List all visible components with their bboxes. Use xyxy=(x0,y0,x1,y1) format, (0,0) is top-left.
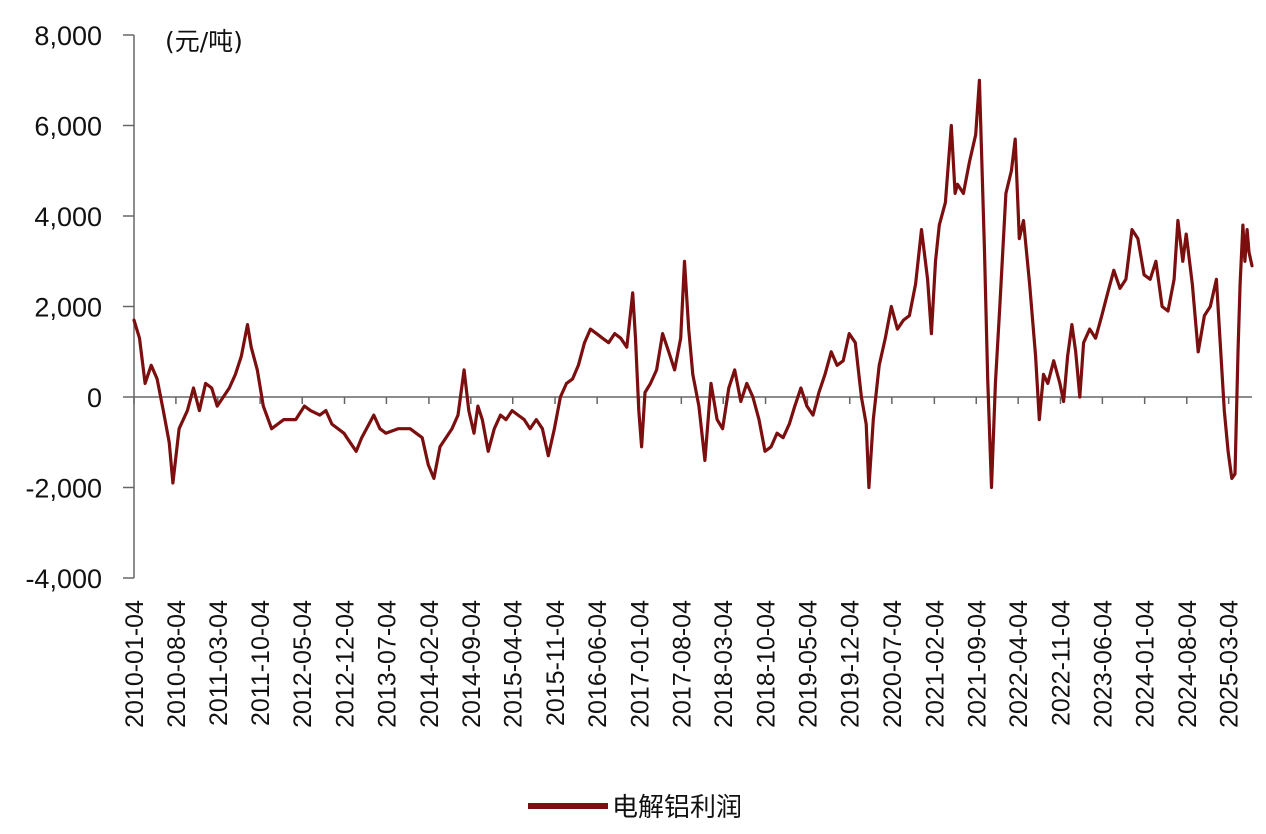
y-tick-label: 8,000 xyxy=(34,21,102,51)
x-tick-label: 2024-08-04 xyxy=(1174,600,1202,728)
legend-label: 电解铝利润 xyxy=(612,793,742,823)
x-tick-label: 2018-10-04 xyxy=(753,600,781,728)
unit-label: (元/吨) xyxy=(165,27,243,56)
y-tick-label: -2,000 xyxy=(25,474,102,504)
series-layer xyxy=(132,78,1254,490)
x-tick-label: 2010-01-04 xyxy=(121,600,149,728)
x-tick-label: 2015-04-04 xyxy=(500,600,528,728)
x-tick-label: 2020-07-04 xyxy=(879,600,907,728)
x-tick-label: 2025-03-04 xyxy=(1216,600,1244,728)
legend: 电解铝利润 xyxy=(528,793,742,823)
x-tick-label: 2012-05-04 xyxy=(289,600,317,728)
y-tick-label: 0 xyxy=(87,383,102,413)
x-tick-label: 2023-06-04 xyxy=(1089,600,1117,728)
x-tick-label: 2022-11-04 xyxy=(1047,600,1075,726)
x-tick-label: 2019-12-04 xyxy=(837,600,865,728)
y-tick-label: 2,000 xyxy=(34,293,102,323)
x-tick-label: 2021-02-04 xyxy=(921,600,949,728)
x-axis: 2010-01-04 2010-08-04 2011-03-04 2011-10-04… xyxy=(121,396,1252,728)
x-tick-label: 2014-02-04 xyxy=(416,600,444,728)
y-tick-label: -4,000 xyxy=(25,564,102,594)
x-tick-label: 2021-09-04 xyxy=(963,600,991,728)
y-tick-label: 4,000 xyxy=(34,202,102,232)
x-tick-label: 2011-10-04 xyxy=(247,600,275,726)
x-tick-label: 2019-05-04 xyxy=(794,600,822,728)
x-tick-label: 2022-04-04 xyxy=(1005,600,1033,728)
x-tick-label: 2016-06-04 xyxy=(584,600,612,728)
x-tick-label: 2010-08-04 xyxy=(163,600,191,728)
x-tick-label: 2018-03-04 xyxy=(710,600,738,728)
series-line-0 xyxy=(132,78,1254,490)
x-tick-label: 2017-08-04 xyxy=(668,600,696,728)
x-tick-label: 2015-11-04 xyxy=(542,600,570,726)
x-tick-label: 2013-07-04 xyxy=(373,600,401,728)
x-tick-label: 2012-12-04 xyxy=(332,600,360,728)
y-axis: 8,000 6,000 4,000 2,000 0 -2,000 -4,000 xyxy=(25,21,135,594)
x-tick-label: 2024-01-04 xyxy=(1132,600,1160,728)
x-tick-label: 2011-03-04 xyxy=(205,600,233,726)
x-tick-label: 2014-09-04 xyxy=(458,600,486,728)
x-tick-label: 2017-01-04 xyxy=(626,600,654,728)
y-tick-label: 6,000 xyxy=(34,112,102,142)
